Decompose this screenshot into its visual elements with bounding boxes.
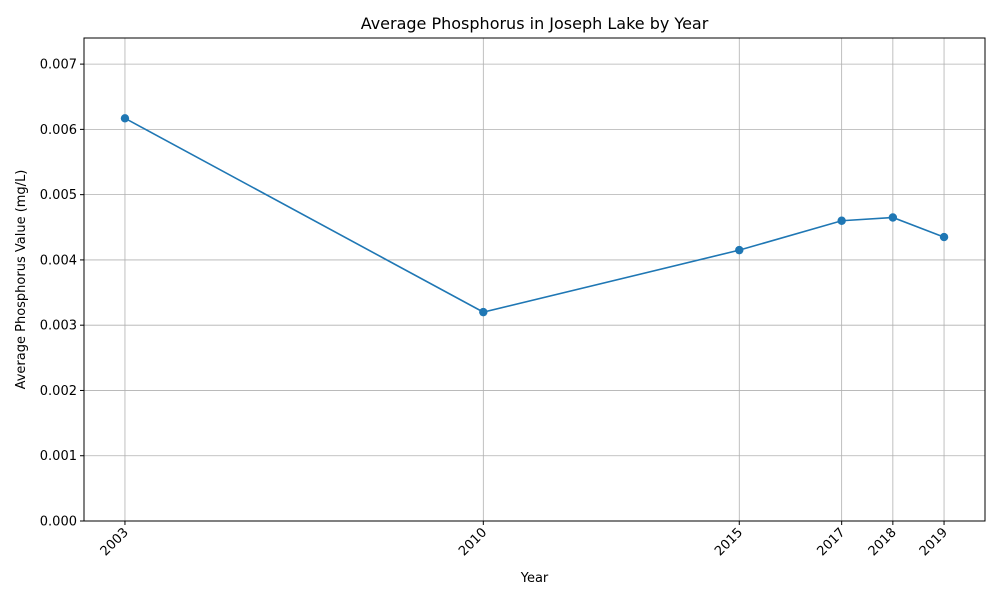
y-tick-label: 0.000 [40, 515, 77, 530]
grid-lines [84, 38, 985, 522]
data-point-2010 [479, 307, 488, 317]
x-axis-title: Year [520, 571, 549, 586]
data-point-2019 [939, 232, 949, 242]
data-point-2017 [837, 216, 846, 225]
y-axis: 0.000 0.001 0.002 0.003 0.004 0.005 0.006 0.007 [40, 58, 84, 530]
y-tick-label: 0.007 [40, 58, 77, 73]
y-tick-label: 0.004 [40, 253, 77, 268]
data-point-2015 [735, 245, 744, 255]
y-tick-label: 0.006 [40, 123, 77, 138]
data-series [120, 114, 949, 317]
series-line [124, 117, 945, 313]
chart-title: Average Phosphorus in Joseph Lake by Yea… [361, 14, 709, 33]
y-tick-label: 0.001 [40, 449, 77, 464]
y-tick-label: 0.003 [40, 319, 77, 334]
y-tick-label: 0.005 [40, 188, 77, 203]
y-axis-title: Average Phosphorus Value (mg/L) [14, 170, 29, 390]
data-point-2003 [120, 114, 130, 123]
y-tick-label: 0.002 [40, 384, 77, 399]
plot-area-frame [83, 37, 986, 522]
data-point-2018 [888, 213, 898, 222]
